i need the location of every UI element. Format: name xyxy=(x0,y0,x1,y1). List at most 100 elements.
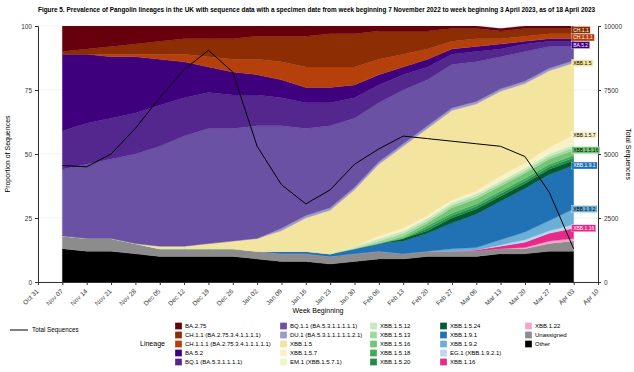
tick-mark xyxy=(184,282,185,285)
tick-mark xyxy=(62,282,63,285)
y-axis-title: Proportion of Sequences xyxy=(4,115,12,193)
tick-mark xyxy=(428,282,429,285)
tick-label: Feb 20 xyxy=(410,287,430,307)
series-tag: CH.1.1 xyxy=(572,27,591,34)
x-tick: Dec 12 xyxy=(166,282,186,307)
legend-label: Unassigned xyxy=(535,332,567,338)
x-tick: Apr 10 xyxy=(581,282,600,307)
legend-label: XBB.1.5.16 xyxy=(380,341,411,347)
tick-label: Mar 13 xyxy=(483,287,503,307)
y2-tick: 2500 xyxy=(598,215,619,222)
legend-item: Unassigned xyxy=(525,332,567,339)
tick-label: Oct 31 xyxy=(21,287,40,306)
legend-swatch xyxy=(175,341,182,348)
legend-label: XBB.1.5.7 xyxy=(290,350,318,356)
x-tick: Dec 26 xyxy=(215,282,235,307)
series-tag: CH.1.1.1 xyxy=(572,34,595,41)
background xyxy=(0,0,634,372)
y-tick: 50 xyxy=(25,151,38,158)
area xyxy=(62,26,573,52)
legend-swatch xyxy=(175,350,182,357)
tag-label: CH.1.1 xyxy=(573,27,589,33)
tag-label: XBB.1.16 xyxy=(573,225,594,231)
tag-box xyxy=(572,147,600,154)
tag-box xyxy=(572,162,598,169)
legend-label: XBB.1.9.1 xyxy=(450,332,478,338)
axis-line xyxy=(35,27,39,283)
legend-item: XBB.1.5.12 xyxy=(370,323,411,330)
series-tag: BA.5.2 xyxy=(572,42,590,49)
tick-label: 7500 xyxy=(604,87,619,94)
tick-label: 10000 xyxy=(604,23,622,30)
legend-item: EG.1 (XBB.1.9.2.1) xyxy=(440,350,501,357)
tick-label: 0 xyxy=(28,279,32,286)
x-tick: Jan 16 xyxy=(289,282,308,306)
tick-mark xyxy=(160,282,161,285)
tick-label: Mar 27 xyxy=(532,287,552,307)
legend-label: XBB.1.5.13 xyxy=(380,332,411,338)
legend-swatch xyxy=(280,359,287,366)
x-tick: Mar 20 xyxy=(508,282,528,307)
tick-mark xyxy=(403,282,404,285)
tick-mark xyxy=(330,282,331,285)
legend-label: Other xyxy=(535,341,550,347)
legend-swatch xyxy=(440,323,447,330)
legend-item: XBB.1.5.7 xyxy=(280,350,318,357)
y-tick: 75 xyxy=(25,87,38,94)
tick-mark xyxy=(257,282,258,285)
tick-mark xyxy=(574,282,575,285)
legend-swatch xyxy=(175,359,182,366)
tick-mark xyxy=(35,282,38,283)
x-tick: Jan 30 xyxy=(338,282,357,306)
tick-mark xyxy=(35,154,38,155)
tick-label: 100 xyxy=(21,23,32,30)
legend-swatch xyxy=(440,350,447,357)
tick-mark xyxy=(452,282,453,285)
x-tick: Apr 03 xyxy=(557,282,576,307)
tag-box xyxy=(572,60,593,67)
tick-label: 0 xyxy=(604,279,608,286)
legend-label: BQ.1 (BA.5.3.1.1.1.1) xyxy=(185,359,242,365)
x-tick: Nov 21 xyxy=(93,282,113,307)
legend-item: XBB.1.5.13 xyxy=(370,332,411,339)
legend-item: XBB.1.5.20 xyxy=(370,359,411,366)
x-tick: Nov 14 xyxy=(69,282,89,307)
line xyxy=(62,50,573,248)
legend-swatch xyxy=(370,350,377,357)
tag-label: XBB.1.5.16 xyxy=(573,147,599,153)
tick-label: Dec 19 xyxy=(191,287,211,307)
series-tag: XBB.1.9.1 xyxy=(572,162,598,169)
legend-swatch xyxy=(280,332,287,339)
tick-mark xyxy=(476,282,477,285)
x-tick: Mar 13 xyxy=(483,282,503,307)
legend-item: DU.1 (BA.5.3.1.1.1.1.1.2.1) xyxy=(280,332,362,339)
legend-item: XBB.1.5.24 xyxy=(440,323,481,330)
series-tag: XBB.1.5 xyxy=(572,60,593,67)
legend-swatch xyxy=(280,323,287,330)
tick-label: Jan 16 xyxy=(289,287,308,306)
tick-label: Nov 07 xyxy=(45,287,65,307)
x-tick: Nov 28 xyxy=(118,282,138,307)
y2-axis-title: Total Sequences xyxy=(624,128,632,180)
tag-box xyxy=(572,34,595,41)
x-tick: Dec 19 xyxy=(191,282,211,307)
tick-label: Dec 26 xyxy=(215,287,235,307)
tick-label: Mar 20 xyxy=(508,287,528,307)
legend-swatch xyxy=(370,359,377,366)
legend-item: CH.1.1 (BA.2.75.3.4.1.1.1.1) xyxy=(175,332,261,339)
y-axis: 0255075100 xyxy=(21,23,38,286)
tick-mark xyxy=(87,282,88,285)
y2-tick: 7500 xyxy=(598,87,619,94)
legend-item: XBB.1.5.18 xyxy=(370,350,411,357)
tick-label: Feb 27 xyxy=(434,287,454,307)
legend-swatch xyxy=(440,359,447,366)
tag-box xyxy=(572,42,590,49)
x-axis-title: Week Beginning xyxy=(293,307,344,315)
tag-label: XBB.1.9.1 xyxy=(573,162,596,168)
y2-tick: 5000 xyxy=(598,151,619,158)
tag-box xyxy=(572,131,598,138)
x-tick: Feb 27 xyxy=(434,282,454,307)
legend-swatch xyxy=(175,323,182,330)
tick-mark xyxy=(233,282,234,285)
tick-mark xyxy=(208,282,209,285)
